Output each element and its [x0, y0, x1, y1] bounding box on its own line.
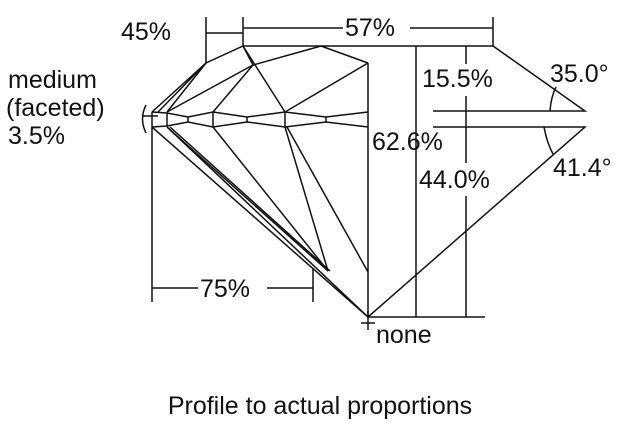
pavilion-facets: [151, 126, 369, 318]
girdle-band: [141, 104, 369, 134]
pavilion-angle-arc: [543, 126, 554, 155]
table-percent-label: 57%: [345, 14, 396, 42]
crown-width-label: 45%: [121, 18, 172, 46]
crown-height-label: 15.5%: [422, 65, 493, 93]
total-depth-label: 62.6%: [372, 128, 443, 156]
crown-angle-label: 35.0°: [550, 60, 609, 88]
lower-half-label: 75%: [200, 275, 251, 303]
diagram-caption: Profile to actual proportions: [167, 392, 473, 420]
dimension-lines: [151, 17, 494, 302]
pavilion-depth-label: 44.0%: [419, 166, 490, 194]
girdle-thickness-label: 3.5%: [8, 122, 65, 150]
girdle-label-medium: medium: [8, 66, 97, 94]
crown-angle-arc: [549, 86, 557, 112]
proportion-section: [361, 45, 588, 330]
crown-facets: [151, 45, 493, 317]
pavilion-angle-label: 41.4°: [553, 154, 612, 182]
girdle-label-faceted: (faceted): [6, 94, 105, 122]
culet-label: none: [376, 321, 432, 349]
